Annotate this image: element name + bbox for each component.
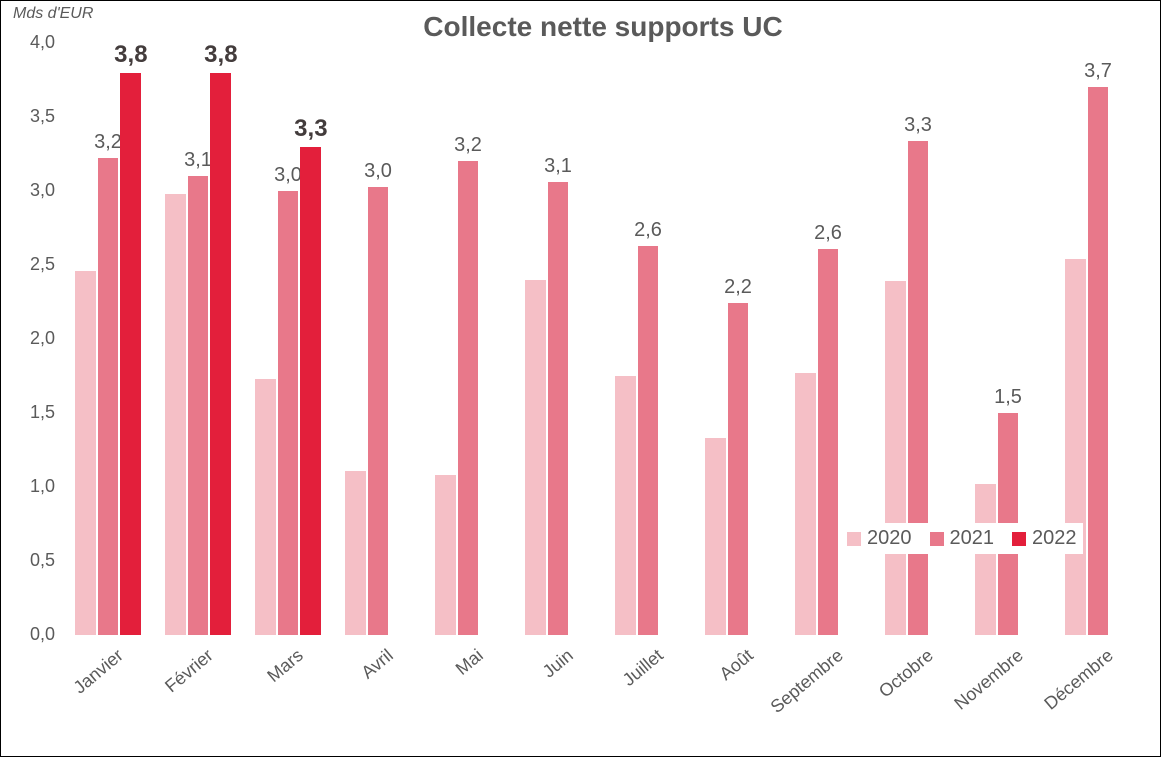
value-label: 3,3: [286, 115, 336, 143]
bar-2021: [548, 182, 569, 635]
chart-frame: Mds d'EUR Collecte nette supports UC 3,2…: [0, 0, 1161, 757]
y-tick-label: 1,0: [15, 476, 55, 497]
value-label: 1,5: [983, 386, 1033, 409]
legend-swatch: [930, 532, 944, 546]
bar-2020: [75, 271, 96, 635]
y-tick-label: 3,5: [15, 106, 55, 127]
bar-2020: [795, 373, 816, 635]
bar-2022: [120, 73, 141, 635]
bar-2021: [458, 161, 479, 635]
category-label: Avril: [357, 645, 397, 683]
y-tick-label: 4,0: [15, 32, 55, 53]
bar-2020: [525, 280, 546, 635]
category-label: Mai: [452, 645, 488, 680]
y-tick-label: 2,0: [15, 328, 55, 349]
y-tick-label: 1,5: [15, 402, 55, 423]
bar-2021: [188, 176, 209, 635]
bar-2020: [345, 471, 366, 635]
bar-2021: [98, 158, 119, 635]
bar-2020: [705, 438, 726, 635]
legend-label: 2021: [950, 527, 995, 550]
bar-2021: [1088, 87, 1109, 635]
legend-swatch: [847, 532, 861, 546]
value-label: 2,2: [713, 276, 763, 299]
value-label: 3,8: [196, 41, 246, 69]
legend-item: 2021: [930, 527, 995, 550]
y-tick-label: 0,5: [15, 550, 55, 571]
y-tick-label: 2,5: [15, 254, 55, 275]
bar-2020: [435, 475, 456, 635]
value-label: 3,1: [533, 155, 583, 178]
bar-2020: [885, 281, 906, 635]
y-tick-label: 3,0: [15, 180, 55, 201]
legend-label: 2020: [867, 527, 912, 550]
legend-item: 2020: [847, 527, 912, 550]
legend-swatch: [1012, 532, 1026, 546]
value-label: 3,7: [1073, 60, 1123, 83]
category-label: Août: [716, 645, 758, 685]
category-label: Mars: [263, 645, 307, 687]
category-label: Novembre: [950, 645, 1027, 714]
value-label: 3,2: [443, 134, 493, 157]
category-label: Juin: [539, 645, 578, 682]
value-label: 3,0: [353, 160, 403, 183]
category-label: Octobre: [875, 645, 938, 702]
bar-2021: [638, 246, 659, 635]
category-label: Septembre: [767, 645, 848, 718]
value-label: 2,6: [803, 222, 853, 245]
category-label: Juillet: [619, 645, 668, 691]
category-label: Janvier: [70, 645, 128, 698]
value-label: 2,6: [623, 219, 673, 242]
bar-2021: [818, 249, 839, 635]
bar-2021: [908, 141, 929, 635]
bar-2020: [255, 379, 276, 635]
y-tick-label: 0,0: [15, 624, 55, 645]
category-label: Février: [161, 645, 217, 697]
legend: 2020 2021 2022: [841, 523, 1083, 554]
category-label: Décembre: [1040, 645, 1117, 714]
bar-2020: [1065, 259, 1086, 635]
bar-2021: [728, 303, 749, 635]
bar-2020: [975, 484, 996, 635]
bar-2022: [210, 73, 231, 635]
bar-2021: [368, 187, 389, 635]
bar-2020: [165, 194, 186, 635]
value-label: 3,3: [893, 114, 943, 137]
legend-label: 2022: [1032, 527, 1077, 550]
chart-title: Collecte nette supports UC: [63, 11, 1143, 43]
bar-2021: [278, 191, 299, 635]
value-label: 3,8: [106, 41, 156, 69]
legend-item: 2022: [1012, 527, 1077, 550]
bar-2020: [615, 376, 636, 635]
bar-2022: [300, 147, 321, 635]
